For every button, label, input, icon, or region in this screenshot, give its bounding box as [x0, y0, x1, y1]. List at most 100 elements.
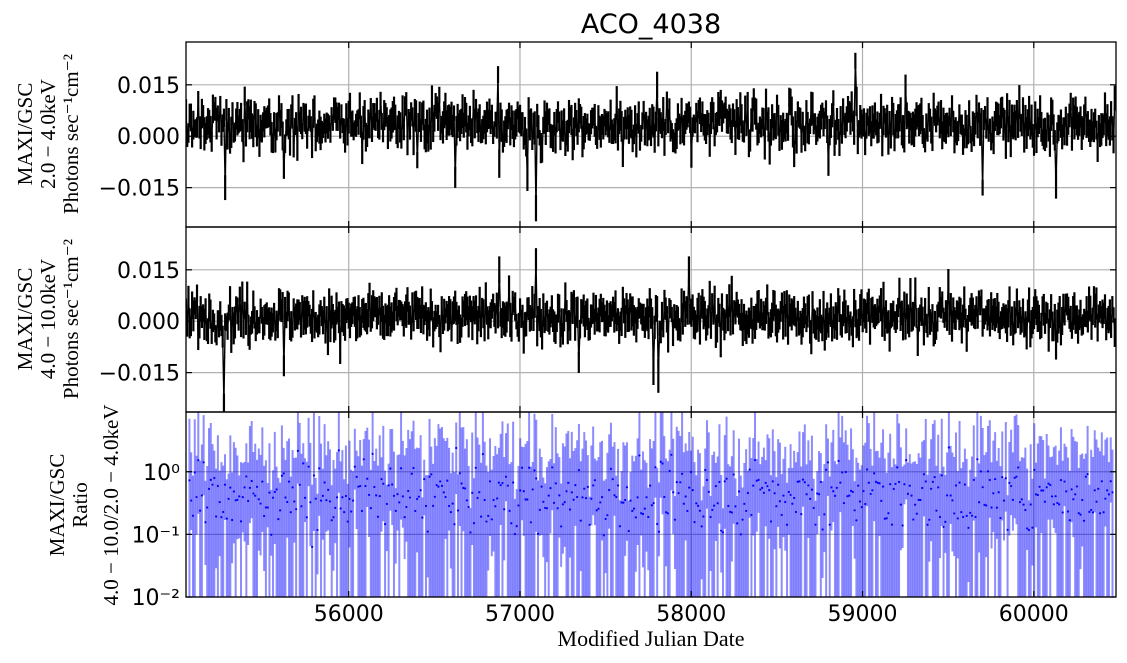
ratio-point — [357, 485, 360, 488]
ratio-point — [946, 494, 949, 497]
ratio-point — [819, 480, 822, 484]
ratio-point — [1058, 503, 1061, 506]
ratio-point — [257, 498, 260, 501]
ratio-point — [1018, 501, 1022, 504]
ratio-point — [1054, 495, 1057, 498]
ratio-point — [723, 480, 726, 483]
y-tick-label: 0.000 — [117, 125, 180, 150]
ratio-point — [1079, 513, 1082, 516]
ratio-point — [442, 491, 445, 494]
ratio-point — [343, 511, 346, 514]
ratio-point — [570, 491, 573, 494]
y-tick-label: −0.015 — [99, 362, 180, 387]
ratio-point — [839, 481, 842, 484]
ratio-point — [732, 473, 735, 476]
ratio-point — [298, 483, 301, 486]
ratio-point — [844, 470, 847, 474]
ylabel-line-3: Photons sec⁻¹cm⁻² — [59, 239, 83, 399]
ratio-point — [551, 466, 554, 469]
ratio-point — [798, 480, 801, 483]
ratio-point — [919, 498, 922, 502]
ratio-point — [309, 501, 312, 504]
x-tick-label: 56000 — [314, 602, 384, 627]
ratio-point — [764, 481, 767, 485]
ratio-point — [234, 499, 237, 502]
ratio-point — [965, 514, 968, 518]
ratio-point — [766, 485, 769, 488]
ratio-point — [912, 518, 915, 521]
ratio-point — [741, 518, 744, 521]
ratio-point — [517, 504, 520, 507]
ratio-point — [679, 481, 682, 484]
ratio-point — [1026, 527, 1029, 530]
ratio-point — [277, 518, 280, 521]
ratio-point — [508, 509, 511, 512]
ratio-point — [528, 466, 531, 469]
ratio-point — [590, 497, 593, 500]
ratio-point — [1097, 487, 1100, 490]
ratio-point — [558, 494, 561, 497]
ratio-point — [809, 497, 812, 500]
ratio-point — [688, 486, 691, 489]
ratio-point — [737, 490, 741, 493]
ratio-point — [586, 485, 589, 488]
y-tick-label: −0.015 — [99, 177, 180, 202]
ratio-point — [1095, 500, 1098, 503]
ratio-point — [462, 486, 465, 490]
ratio-point — [1040, 489, 1043, 492]
ratio-point — [928, 518, 931, 521]
ratio-point — [828, 523, 831, 526]
ratio-point — [202, 461, 205, 464]
ratio-point — [672, 491, 675, 494]
ratio-point — [894, 482, 897, 486]
ratio-point — [696, 504, 700, 507]
ratio-point — [892, 487, 895, 491]
ratio-point — [355, 475, 358, 478]
ratio-point — [1068, 519, 1071, 522]
ratio-point — [431, 504, 435, 508]
panel-hard-band-ylabel: MAXI/GSC 4.0 − 10.0keV Photons sec⁻¹cm⁻² — [13, 239, 83, 399]
ratio-point — [359, 484, 362, 488]
ratio-point — [529, 521, 533, 524]
ratio-point — [407, 489, 410, 493]
ratio-point — [453, 523, 456, 526]
ratio-point — [335, 496, 339, 499]
ratio-point — [883, 517, 886, 520]
ratio-point — [383, 523, 387, 526]
ratio-point — [851, 490, 854, 494]
ratio-point — [670, 453, 673, 456]
ratio-point — [1086, 473, 1089, 476]
ratio-point — [1008, 481, 1011, 484]
ratio-point — [663, 495, 666, 499]
ratio-point — [341, 496, 344, 499]
ratio-point — [604, 517, 607, 521]
flux-series-line — [186, 60, 1116, 209]
flux-series-line — [186, 259, 1116, 404]
ratio-point — [485, 520, 488, 523]
ratio-point — [487, 514, 490, 517]
ratio-point — [1100, 480, 1103, 483]
ratio-point — [1031, 526, 1034, 529]
ratio-point — [314, 497, 317, 500]
ratio-point — [705, 478, 709, 482]
ratio-point — [287, 480, 291, 483]
ratio-point — [414, 509, 417, 513]
ratio-point — [497, 481, 500, 484]
ratio-point — [616, 484, 620, 487]
ratio-point — [666, 512, 669, 515]
ratio-point — [1011, 498, 1015, 501]
ratio-point — [346, 520, 349, 523]
panel-hard-band: 0.015 0.000 −0.015 MAXI/GSC 4.0 − 10.0keV … — [13, 226, 1117, 413]
ratio-point — [319, 499, 323, 502]
ratio-point — [800, 512, 803, 516]
ratio-point — [323, 481, 326, 484]
ratio-point — [1022, 503, 1025, 506]
ratio-point — [878, 482, 881, 485]
ratio-point — [435, 483, 438, 487]
ratio-point — [572, 498, 575, 501]
ratio-point — [241, 496, 244, 499]
ratio-point — [967, 526, 970, 529]
ratio-point — [1082, 519, 1086, 522]
ratio-point — [1104, 497, 1107, 500]
ratio-point — [296, 449, 300, 452]
